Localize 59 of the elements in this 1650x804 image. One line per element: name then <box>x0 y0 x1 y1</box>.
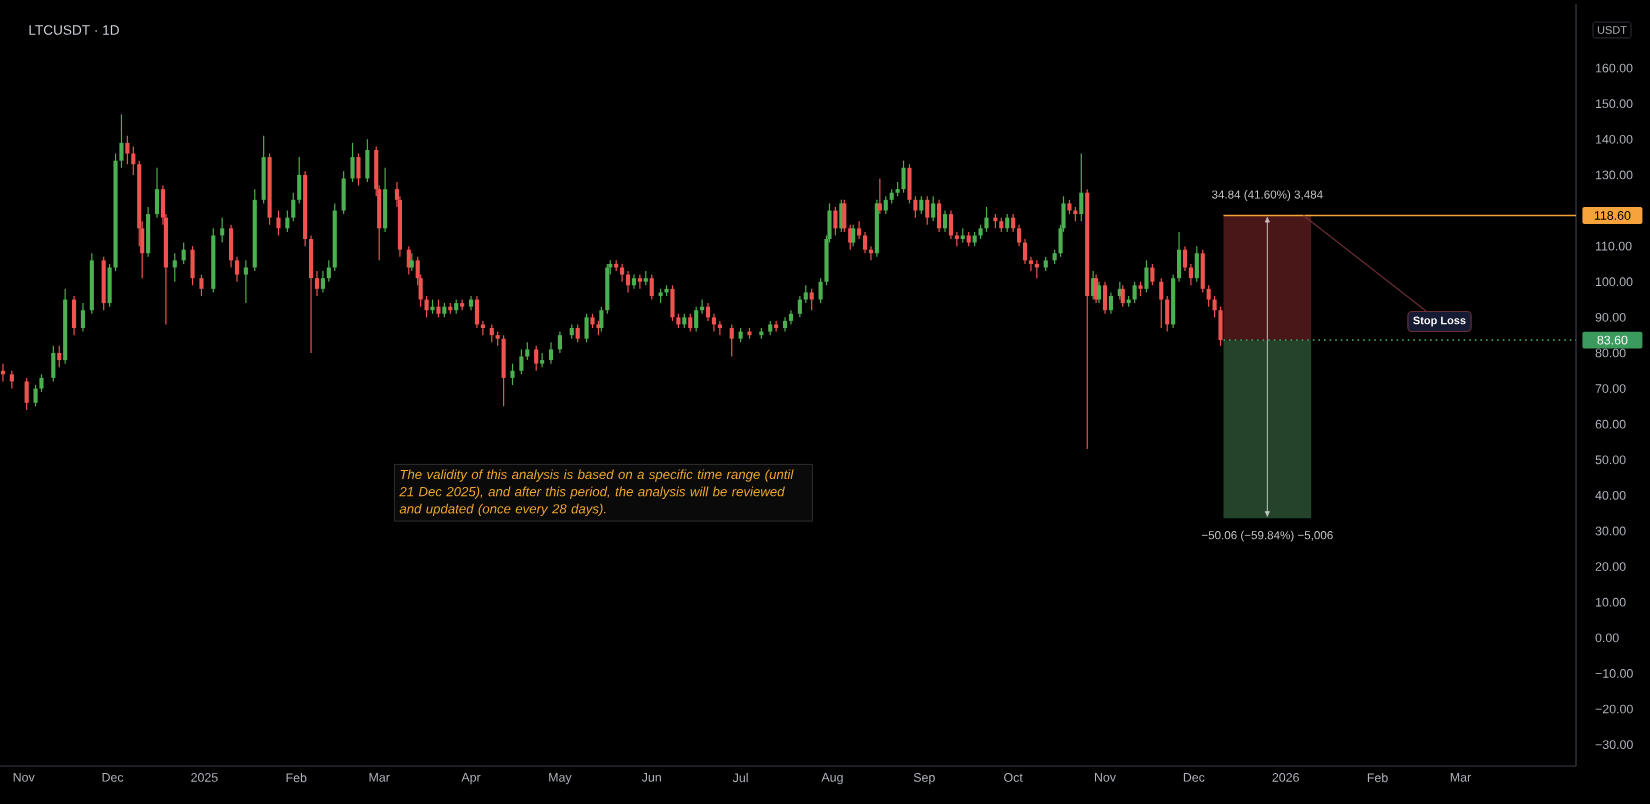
candlestick <box>937 199 942 233</box>
candlestick <box>71 295 77 336</box>
candlestick <box>501 334 506 407</box>
candlestick <box>356 152 361 187</box>
candlestick <box>557 330 562 354</box>
candlestick <box>782 316 788 333</box>
candlestick <box>1102 281 1108 315</box>
candlestick <box>1194 245 1199 283</box>
candlestick <box>548 341 554 365</box>
candlestick <box>9 370 14 390</box>
candlestick <box>540 352 545 368</box>
candlestick <box>383 167 388 233</box>
candlestick <box>276 209 281 237</box>
candlestick <box>460 298 465 311</box>
candlestick <box>833 206 838 237</box>
candlestick <box>948 209 954 240</box>
candlestick <box>901 160 906 194</box>
candlestick <box>931 195 936 222</box>
candlestick <box>1159 277 1164 329</box>
candlestick <box>670 284 675 322</box>
candlestick <box>729 323 734 358</box>
candlestick <box>80 302 86 333</box>
candlestick <box>925 195 930 226</box>
candlestick <box>24 377 29 411</box>
candlestick <box>851 224 856 247</box>
candlestick <box>637 274 642 290</box>
candlestick <box>1108 291 1113 315</box>
candlestick <box>146 206 151 258</box>
candlestick <box>717 320 722 336</box>
candlestick <box>474 295 480 329</box>
candlestick <box>125 135 130 165</box>
candlestick <box>199 274 204 297</box>
candlestick <box>365 138 370 183</box>
candlestick <box>510 363 515 386</box>
candlestick <box>519 348 524 375</box>
candlestick <box>1150 263 1155 286</box>
candlestick <box>172 252 177 283</box>
candlestick <box>261 135 266 204</box>
candlestick <box>984 206 989 233</box>
candlestick <box>942 209 948 233</box>
candlestick <box>625 270 631 294</box>
candlestick <box>341 170 346 215</box>
candlestick <box>694 306 699 333</box>
candlestick <box>181 241 186 265</box>
candlestick <box>243 259 248 304</box>
candlestick <box>51 345 56 383</box>
candlestick <box>101 256 106 311</box>
candlestick <box>220 217 225 244</box>
candlestick <box>584 313 589 343</box>
candlestick <box>649 274 654 301</box>
candlestick <box>350 142 355 183</box>
candlestick <box>1132 281 1137 304</box>
candlestick <box>1079 152 1084 222</box>
candlestick <box>154 167 160 219</box>
candlestick <box>57 345 62 368</box>
candlestick <box>1144 259 1149 294</box>
candlestick <box>534 345 539 372</box>
candlestick <box>190 245 195 286</box>
candlestick <box>809 288 814 311</box>
